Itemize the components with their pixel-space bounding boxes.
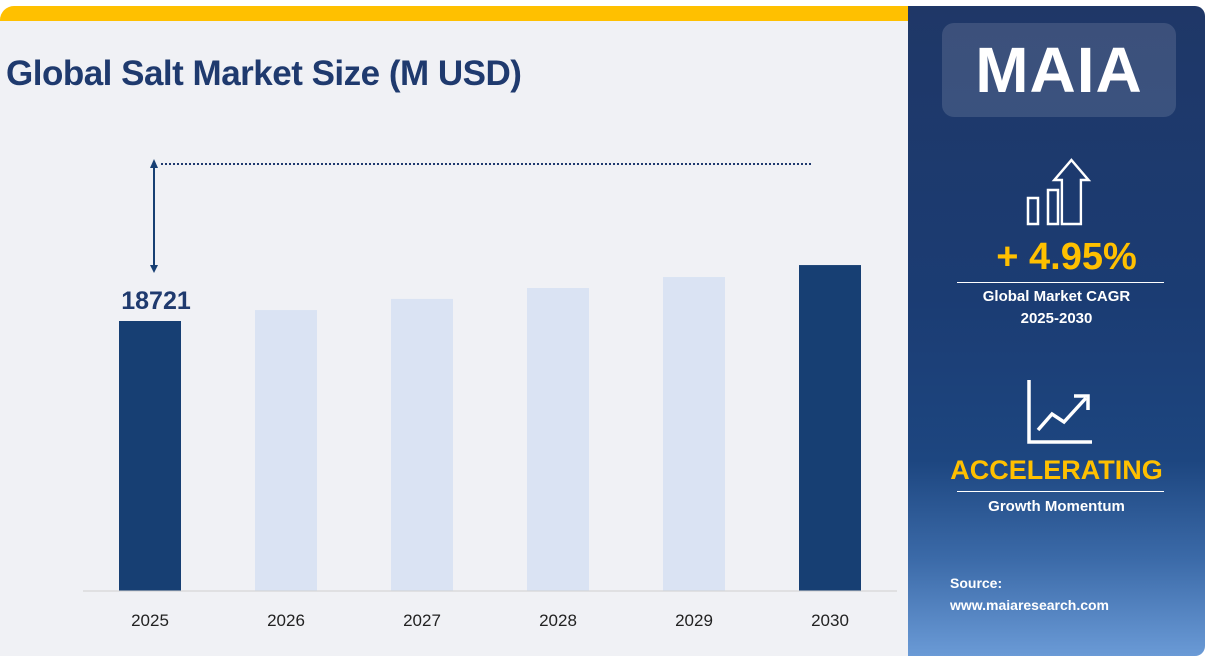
- bar-2026: [255, 310, 317, 591]
- source-label: Source:: [950, 575, 1003, 591]
- bar-2029: [663, 277, 725, 591]
- x-tick-label: 2030: [811, 611, 849, 630]
- x-tick-label: 2027: [403, 611, 441, 630]
- x-tick-label: 2026: [267, 611, 305, 630]
- bar-chart: 2025 18721 2026 2027 2028 2029 2030: [83, 159, 897, 630]
- bar-2027: [391, 298, 453, 591]
- arrow-head-up: [150, 159, 158, 168]
- accent-bar: [0, 6, 908, 21]
- divider: [957, 282, 1164, 283]
- source-url[interactable]: www.maiaresearch.com: [950, 597, 1110, 613]
- cagr-label: Global Market CAGR: [982, 288, 1131, 305]
- momentum-value: ACCELERATING: [950, 455, 1163, 485]
- bar-chart-up-arrow-icon: [1026, 158, 1092, 226]
- cagr-value: + 4.95%: [996, 236, 1137, 278]
- x-tick-label: 2028: [539, 611, 577, 630]
- source-block: Source: www.maiaresearch.com: [950, 572, 1109, 616]
- divider: [957, 491, 1164, 492]
- momentum-label: Growth Momentum: [988, 498, 1125, 515]
- line-chart-trend-icon: [1027, 380, 1092, 444]
- cagr-period: 2025-2030: [1020, 310, 1093, 327]
- chart-title: Global Salt Market Size (M USD): [6, 54, 522, 93]
- maia-logo: MAIA: [975, 34, 1143, 106]
- x-tick-label: 2025: [131, 611, 169, 630]
- bar-2028: [527, 287, 589, 591]
- x-tick-label: 2029: [675, 611, 713, 630]
- data-label-2025: 18721: [121, 287, 191, 315]
- summary-sidebar: MAIA + 4.95% Global Market CAGR 2025-203…: [908, 6, 1205, 656]
- logo-box: MAIA: [942, 23, 1176, 117]
- bar-2025: [119, 321, 181, 591]
- arrow-head-down: [150, 265, 158, 273]
- bar-2030: [799, 265, 861, 591]
